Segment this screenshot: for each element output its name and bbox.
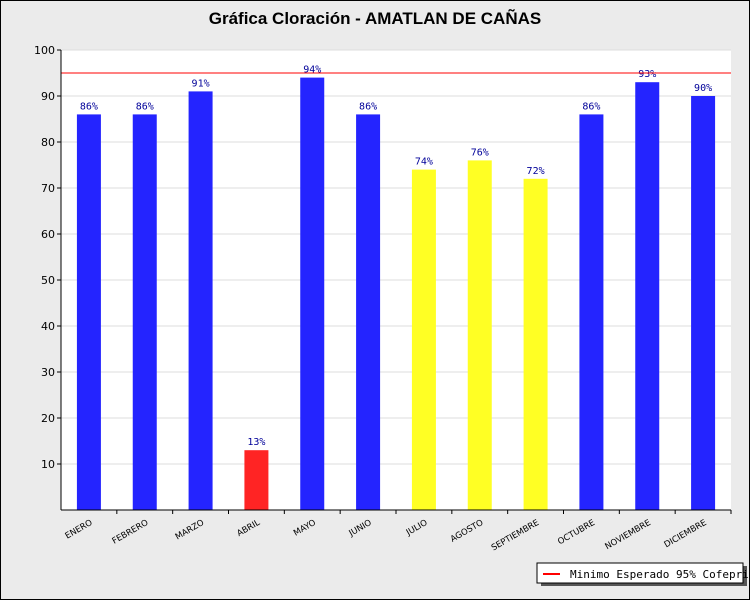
legend-label: Minimo Esperado 95% Cofepris xyxy=(570,568,750,581)
legend: Minimo Esperado 95% Cofepris xyxy=(536,562,750,586)
y-tick-label: 100 xyxy=(34,44,55,57)
bar xyxy=(76,114,101,511)
data-label: 13% xyxy=(247,437,265,448)
bar xyxy=(467,160,492,510)
chart-title: Gráfica Cloración - AMATLAN DE CAÑAS xyxy=(209,8,541,28)
data-label: 86% xyxy=(80,101,98,112)
y-tick-label: 70 xyxy=(41,182,55,195)
x-tick-label: AGOSTO xyxy=(449,518,486,545)
bar xyxy=(523,178,548,511)
x-tick-label: MARZO xyxy=(174,518,207,543)
data-label: 93% xyxy=(638,69,656,80)
bar xyxy=(132,114,157,511)
x-tick-label: NOVIEMBRE xyxy=(604,518,653,552)
data-label: 94% xyxy=(303,65,321,76)
bar xyxy=(635,82,660,510)
bar xyxy=(300,77,325,510)
bar xyxy=(188,91,213,511)
data-label: 76% xyxy=(471,147,489,158)
x-tick-label: ABRIL xyxy=(235,518,262,539)
x-tick-label: FEBRERO xyxy=(111,518,151,547)
data-label: 86% xyxy=(582,101,600,112)
x-tick-label: ENERO xyxy=(64,518,95,542)
y-tick-label: 30 xyxy=(41,366,55,379)
x-tick-label: JULIO xyxy=(404,518,430,539)
y-tick-label: 20 xyxy=(41,412,55,425)
bar xyxy=(411,169,436,510)
x-tick-label: DICIEMBRE xyxy=(663,518,709,550)
x-tick-label: OCTUBRE xyxy=(556,518,597,547)
data-label: 72% xyxy=(527,166,545,177)
y-tick-label: 90 xyxy=(41,90,55,103)
data-label: 86% xyxy=(359,101,377,112)
data-label: 90% xyxy=(694,83,712,94)
bar xyxy=(579,114,604,511)
bar xyxy=(356,114,381,511)
bar xyxy=(691,96,716,510)
data-label: 74% xyxy=(415,157,433,168)
x-tick-label: JUNIO xyxy=(347,518,374,539)
x-tick-label: MAYO xyxy=(292,518,318,539)
data-label: 86% xyxy=(136,101,154,112)
y-tick-label: 40 xyxy=(41,320,55,333)
bar xyxy=(244,450,269,510)
data-label: 91% xyxy=(192,78,210,89)
y-tick-label: 50 xyxy=(41,274,55,287)
y-tick-label: 80 xyxy=(41,136,55,149)
y-tick-label: 10 xyxy=(41,458,55,471)
x-tick-label: SEPTIEMBRE xyxy=(490,518,541,553)
y-tick-label: 60 xyxy=(41,228,55,241)
